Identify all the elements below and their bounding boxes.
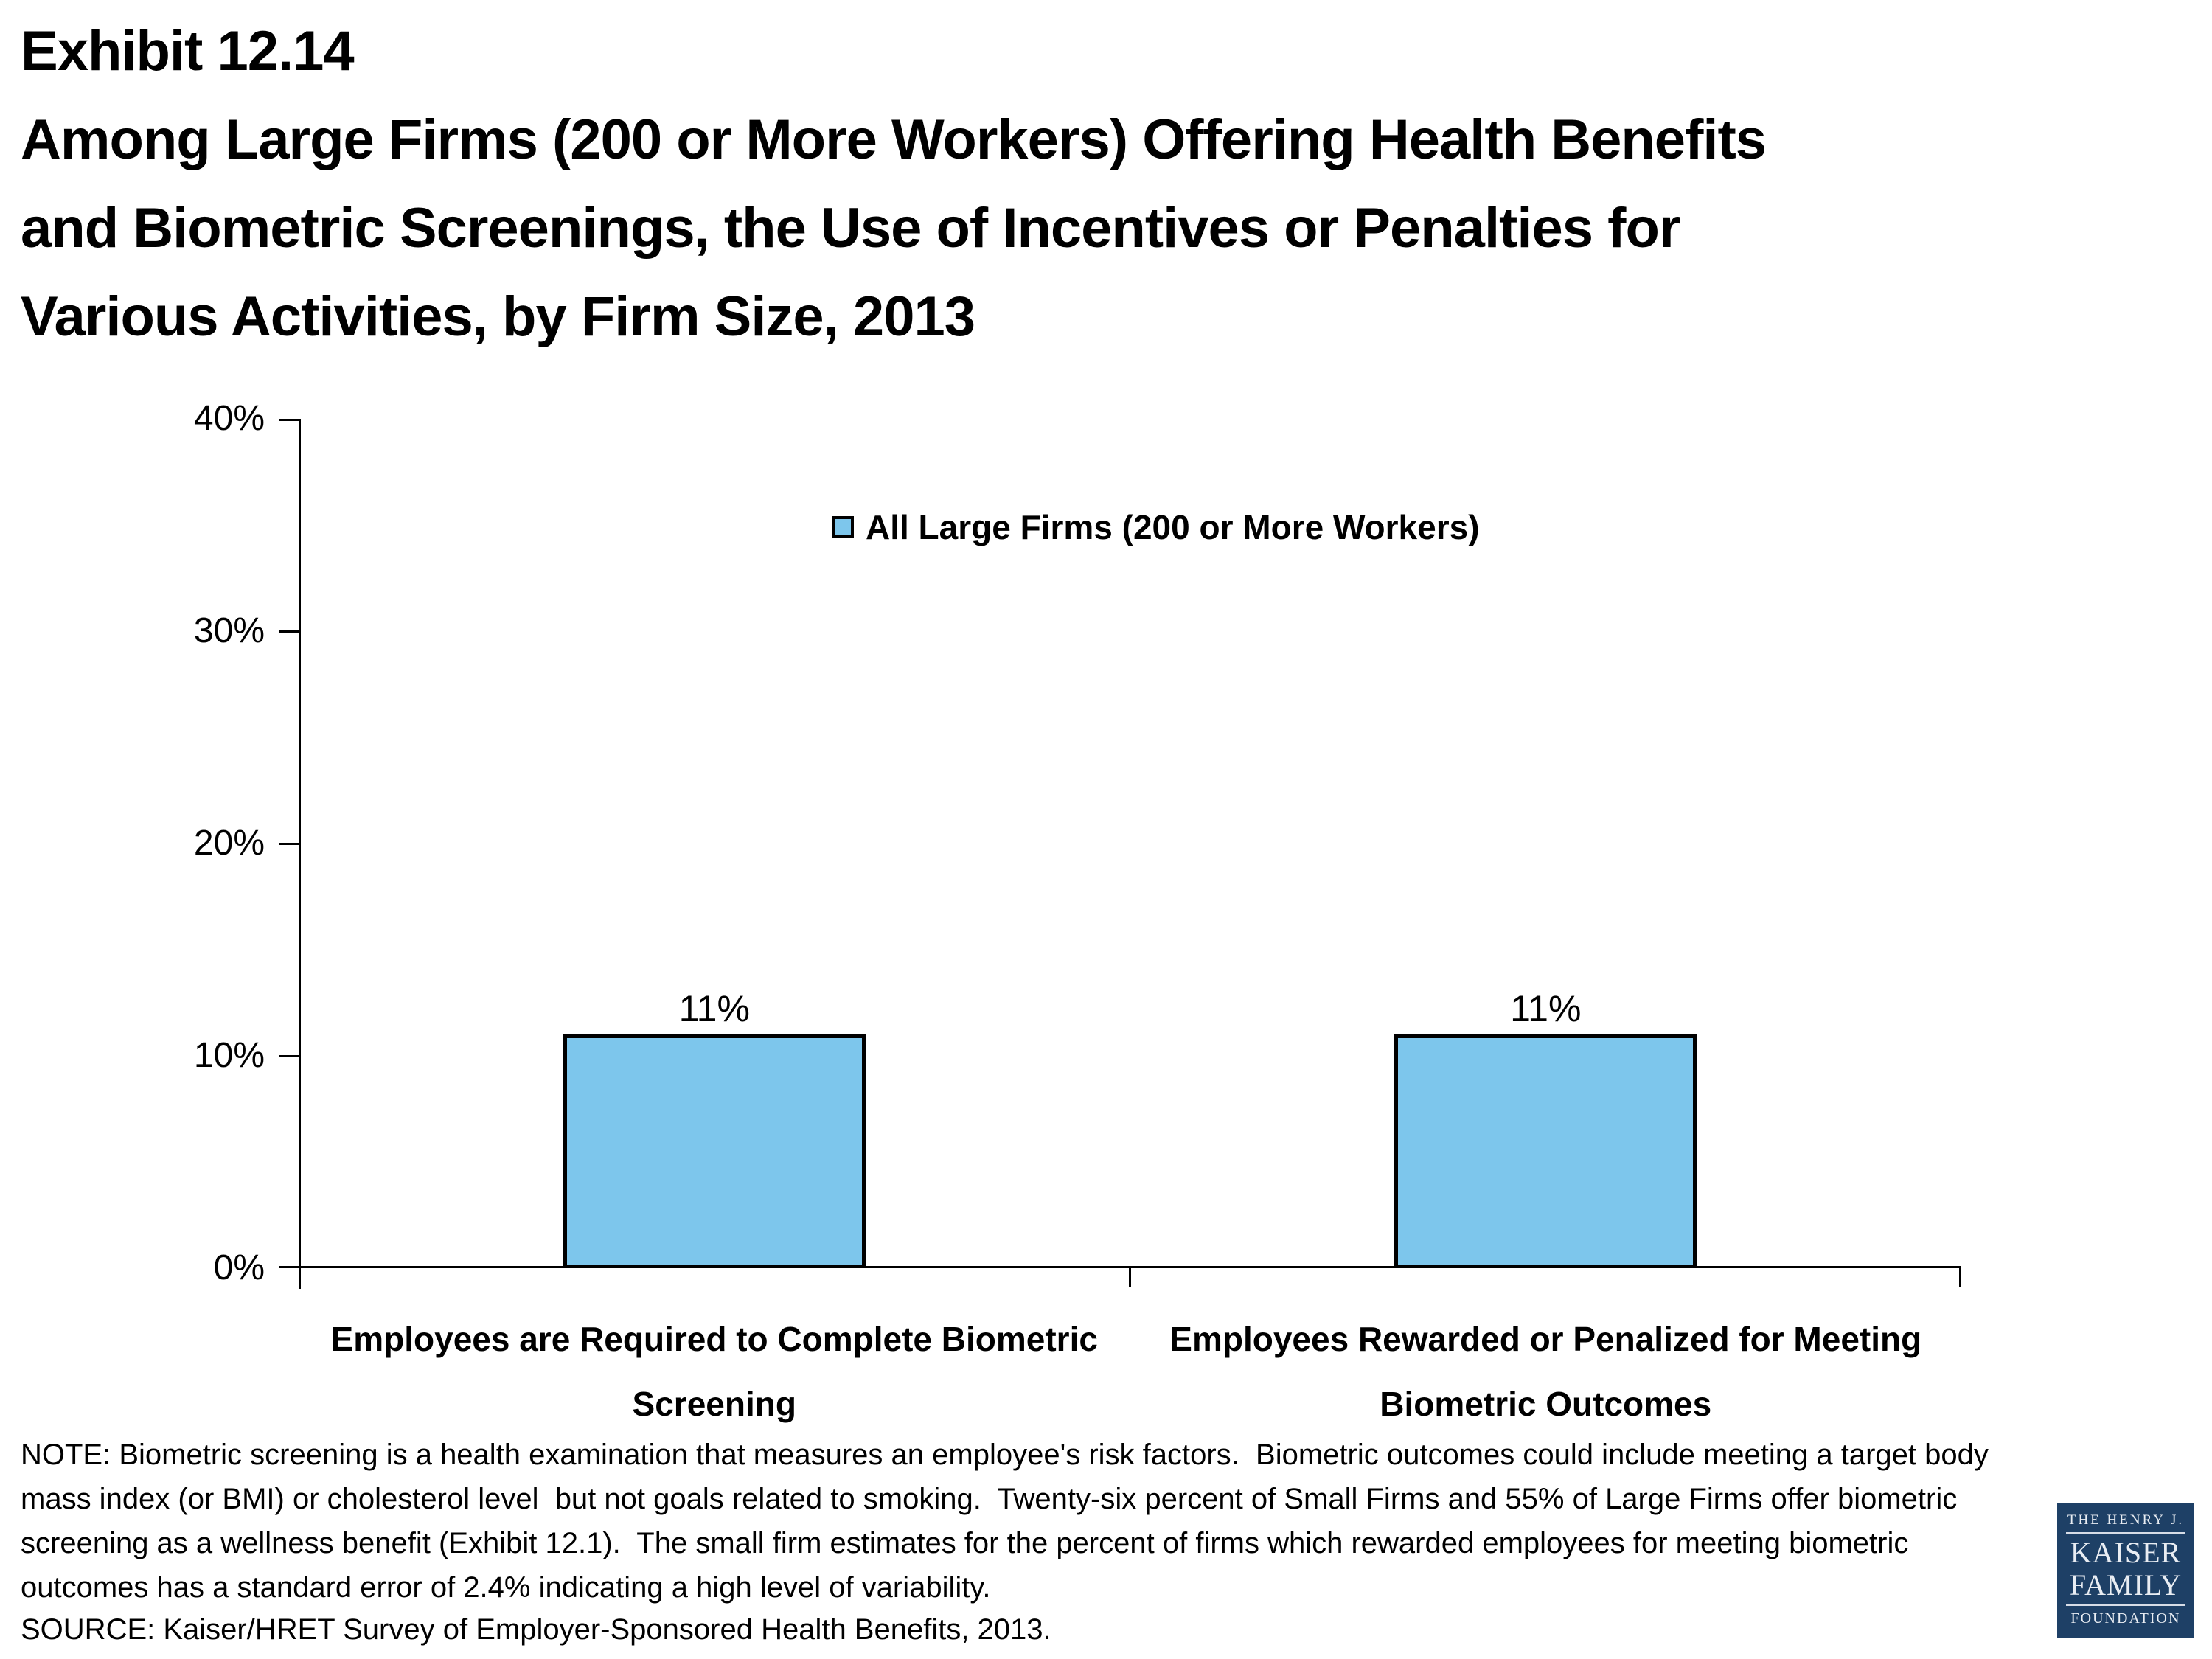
y-axis-tick [279, 630, 299, 633]
logo-line-foundation: FOUNDATION [2070, 1610, 2181, 1627]
bar [563, 1034, 866, 1268]
chart-legend: All Large Firms (200 or More Workers) [832, 506, 1480, 549]
exhibit-number: Exhibit 12.14 [21, 20, 355, 83]
page-title-line-1: Among Large Firms (200 or More Workers) … [21, 108, 1767, 171]
page-title-line-2: and Biometric Screenings, the Use of Inc… [21, 197, 1680, 260]
source-text: SOURCE: Kaiser/HRET Survey of Employer-S… [21, 1613, 1051, 1646]
logo-line-kaiser: KAISER [2070, 1536, 2182, 1569]
logo-line-henry-j: THE HENRY J. [2067, 1512, 2185, 1528]
category-label: Employees are Required to Complete Biome… [299, 1307, 1130, 1436]
y-axis-line [299, 419, 301, 1289]
note-text: NOTE: Biometric screening is a health ex… [21, 1439, 1997, 1604]
category-label-line: Biometric Outcomes [1380, 1385, 1712, 1423]
y-axis-tick [279, 842, 299, 845]
category-boundary-tick [1959, 1266, 1961, 1287]
page-title-line-3: Various Activities, by Firm Size, 2013 [21, 285, 975, 348]
y-axis-tick [279, 1054, 299, 1057]
y-tick-label: 0% [213, 1248, 265, 1287]
category-boundary-tick [299, 1266, 301, 1287]
category-label-line: Screening [632, 1385, 796, 1423]
logo-divider [2066, 1604, 2185, 1606]
category-label: Employees Rewarded or Penalized for Meet… [1130, 1307, 1962, 1436]
category-labels: Employees are Required to Complete Biome… [299, 1307, 1961, 1461]
category-label-line: Employees Rewarded or Penalized for Meet… [1169, 1320, 1922, 1358]
y-tick-label: 10% [193, 1036, 265, 1075]
logo-divider [2066, 1532, 2185, 1534]
category-label-line: Employees are Required to Complete Biome… [330, 1320, 1098, 1358]
legend-label: All Large Firms (200 or More Workers) [866, 508, 1480, 546]
bar-value-label: 11% [678, 988, 750, 1030]
y-axis-tick [279, 419, 299, 421]
bar [1394, 1034, 1697, 1268]
bar-value-label: 11% [1510, 988, 1582, 1030]
category-boundary-tick [1129, 1266, 1131, 1287]
logo-line-family: FAMILY [2069, 1568, 2183, 1601]
title-block: Exhibit 12.14 Among Large Firms (200 or … [21, 7, 2196, 361]
y-tick-label: 40% [193, 399, 265, 438]
y-axis-tick [279, 1266, 299, 1268]
legend-swatch-icon [832, 516, 854, 538]
kff-logo: THE HENRY J. KAISER FAMILY FOUNDATION [2057, 1503, 2194, 1638]
y-tick-label: 20% [193, 824, 265, 863]
y-tick-label: 30% [193, 611, 265, 650]
plot-area: 0% 10% 20% 30% 40% 11% 11% [194, 399, 1961, 1289]
